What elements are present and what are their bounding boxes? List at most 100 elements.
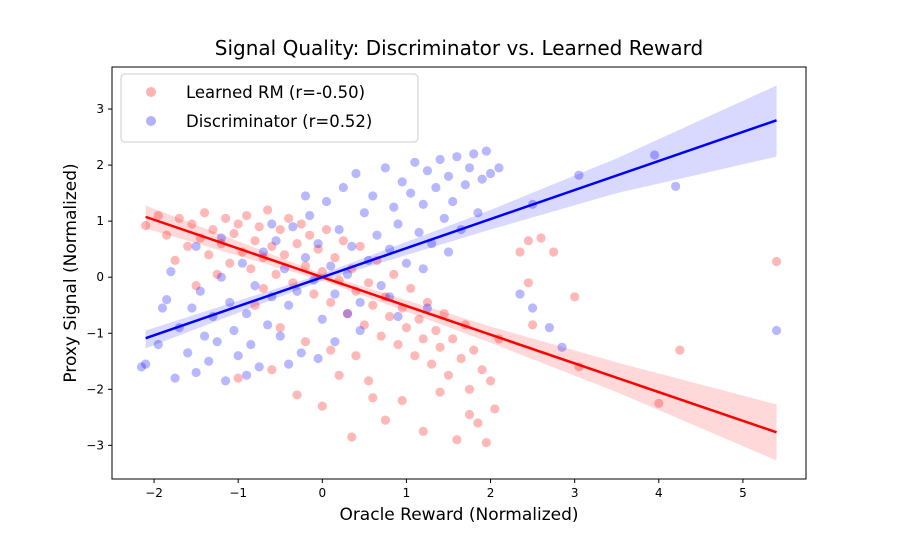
point-learned-rm (464, 384, 475, 394)
x-tick-label: 2 (487, 486, 495, 500)
point-discriminator (241, 309, 252, 319)
point-discriminator (229, 325, 239, 336)
point-discriminator (275, 331, 285, 341)
x-tick-label: −2 (145, 486, 163, 500)
point-discriminator (216, 233, 226, 243)
point-discriminator (494, 163, 504, 173)
point-discriminator (136, 362, 147, 372)
point-learned-rm (359, 320, 369, 330)
point-learned-rm (523, 236, 534, 246)
point-learned-rm (241, 210, 252, 221)
point-learned-rm (368, 300, 378, 310)
point-learned-rm (363, 376, 374, 386)
y-tick-label: −3 (86, 438, 104, 452)
point-learned-rm (418, 334, 428, 344)
point-learned-rm (191, 281, 201, 291)
point-discriminator (279, 264, 290, 274)
point-discriminator (473, 208, 483, 218)
chart-title: Signal Quality: Discriminator vs. Learne… (215, 36, 703, 60)
point-learned-rm (435, 387, 445, 397)
point-discriminator (452, 152, 462, 162)
point-discriminator (439, 213, 449, 223)
point-discriminator (443, 247, 454, 257)
point-learned-rm (452, 435, 462, 445)
point-learned-rm (654, 398, 664, 408)
point-learned-rm (431, 325, 441, 336)
point-learned-rm (292, 238, 302, 249)
point-discriminator (300, 191, 311, 201)
point-discriminator (485, 168, 496, 179)
point-learned-rm (208, 224, 218, 235)
point-learned-rm (313, 244, 323, 254)
point-learned-rm (464, 409, 475, 420)
point-discriminator (342, 309, 353, 319)
point-learned-rm (330, 252, 340, 263)
scatter-points (136, 146, 782, 448)
point-learned-rm (473, 418, 483, 428)
legend-label-learned-rm: Learned RM (r=-0.50) (186, 83, 365, 102)
regression-lines (145, 119, 777, 434)
point-learned-rm (771, 256, 782, 267)
point-discriminator (326, 261, 336, 271)
point-discriminator (292, 286, 302, 296)
point-learned-rm (317, 401, 327, 411)
point-discriminator (544, 323, 555, 333)
point-learned-rm (523, 278, 534, 288)
point-discriminator (267, 219, 277, 229)
point-discriminator (330, 337, 340, 347)
point-learned-rm (528, 320, 538, 330)
point-discriminator (246, 339, 256, 350)
point-learned-rm (326, 345, 336, 355)
x-axis-label: Oracle Reward (Normalized) (339, 505, 578, 525)
point-learned-rm (292, 390, 302, 400)
point-discriminator (397, 177, 407, 187)
point-discriminator (313, 353, 323, 364)
point-learned-rm (393, 339, 403, 350)
point-learned-rm (220, 213, 231, 223)
point-discriminator (351, 168, 361, 179)
point-learned-rm (296, 219, 306, 229)
point-learned-rm (162, 230, 172, 240)
x-tick-label: 3 (571, 486, 579, 500)
point-discriminator (385, 244, 395, 254)
point-learned-rm (422, 297, 433, 308)
point-learned-rm (675, 345, 685, 355)
point-discriminator (443, 171, 454, 181)
point-learned-rm (271, 269, 281, 280)
point-learned-rm (342, 309, 353, 319)
point-discriminator (191, 367, 201, 378)
point-discriminator (141, 359, 151, 369)
point-discriminator (317, 314, 327, 324)
point-discriminator (204, 356, 214, 366)
point-learned-rm (183, 241, 193, 251)
y-tick-label: −2 (86, 382, 104, 396)
point-discriminator (271, 236, 281, 246)
point-learned-rm (351, 351, 361, 361)
point-learned-rm (263, 205, 273, 215)
point-discriminator (313, 238, 323, 249)
point-learned-rm (355, 241, 365, 251)
regression-line-learned-rm (145, 215, 777, 434)
point-discriminator (330, 289, 340, 299)
point-learned-rm (363, 278, 374, 288)
point-learned-rm (305, 230, 315, 240)
legend-box (120, 73, 419, 143)
point-discriminator (528, 303, 538, 313)
point-learned-rm (485, 376, 496, 386)
point-learned-rm (570, 292, 580, 302)
point-discriminator (477, 174, 487, 184)
point-discriminator (263, 320, 273, 330)
point-learned-rm (406, 283, 416, 294)
y-axis-label: Proxy Signal (Normalized) (61, 163, 81, 382)
point-discriminator (284, 359, 294, 369)
point-discriminator (393, 311, 403, 322)
point-learned-rm (401, 323, 412, 333)
point-discriminator (170, 373, 180, 383)
regression-line-discriminator (145, 119, 777, 340)
x-axis-ticks: −2 −1 0 1 2 3 4 5 (145, 479, 747, 500)
point-discriminator (284, 300, 294, 310)
point-discriminator (355, 325, 365, 336)
point-learned-rm (385, 311, 395, 322)
point-discriminator (233, 351, 243, 361)
point-learned-rm (267, 241, 277, 251)
